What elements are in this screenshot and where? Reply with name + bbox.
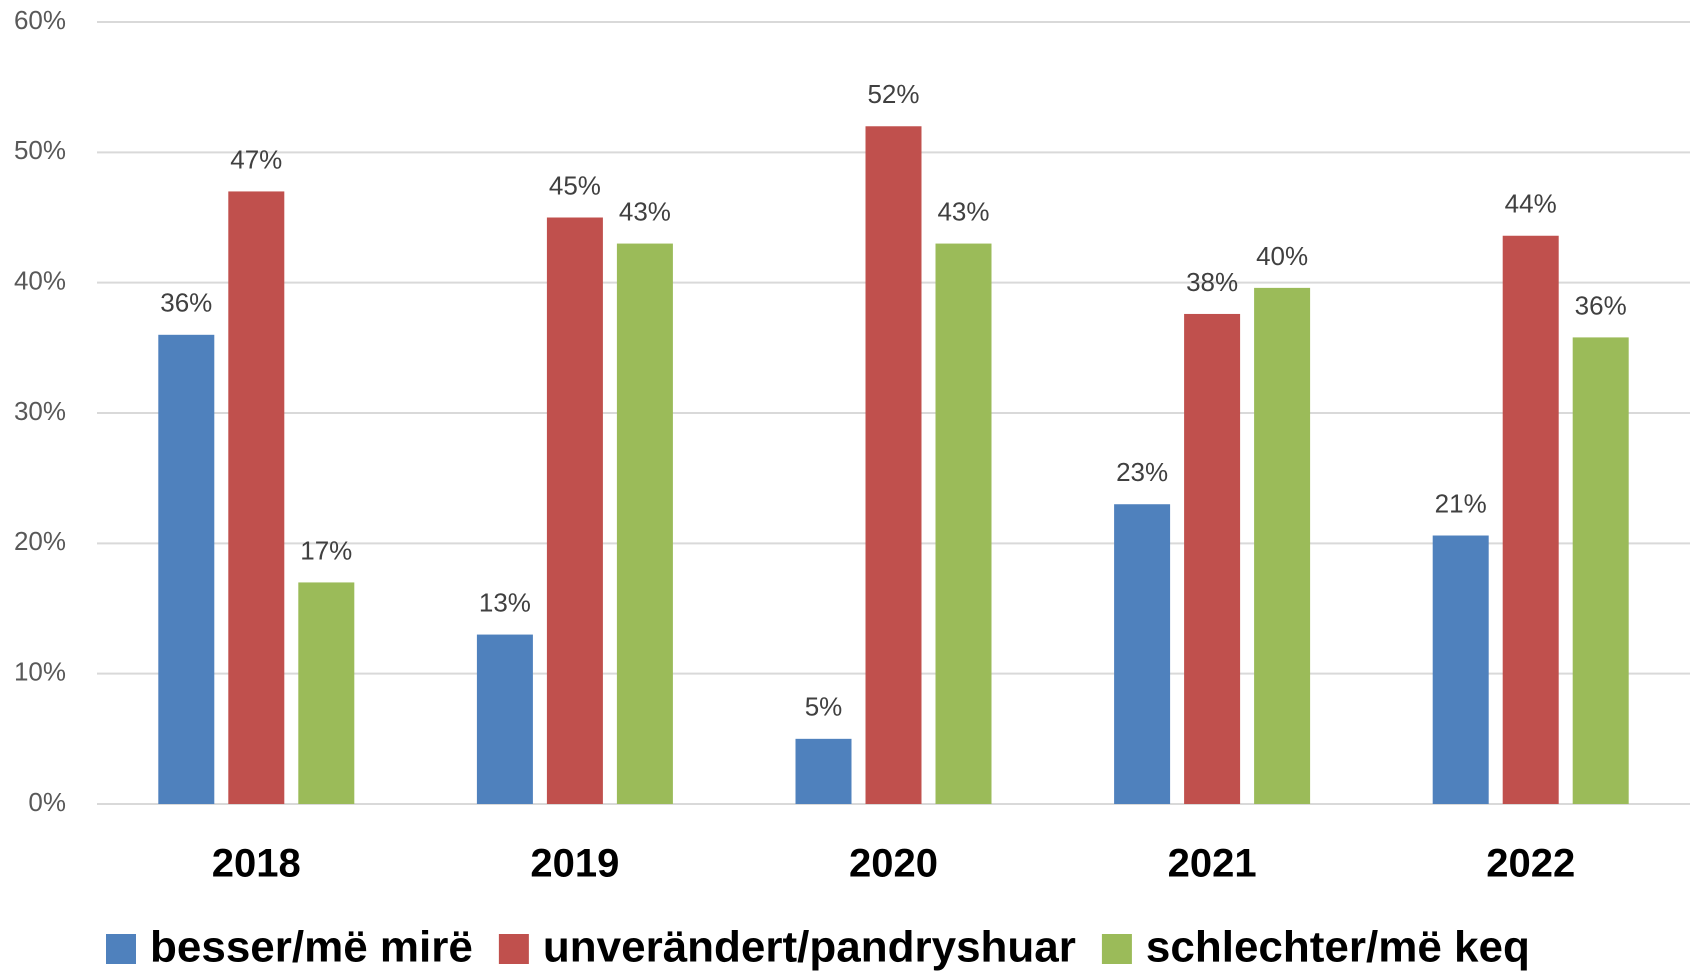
data-label: 13%: [479, 587, 531, 617]
legend-label: unverändert/pandryshuar: [543, 923, 1076, 972]
bar: [298, 582, 355, 804]
bar: [935, 243, 992, 805]
bar: [546, 217, 603, 804]
bar: [616, 243, 673, 805]
bar: [1572, 337, 1629, 804]
y-tick-label: 50%: [14, 135, 66, 165]
data-label: 36%: [1575, 290, 1627, 320]
x-tick-label: 2021: [1168, 842, 1257, 886]
x-tick-label: 2019: [530, 842, 619, 886]
data-label: 21%: [1435, 488, 1487, 518]
data-label: 40%: [1256, 241, 1308, 271]
y-tick-label: 40%: [14, 266, 66, 296]
y-tick-label: 20%: [14, 526, 66, 556]
y-tick-label: 60%: [14, 5, 66, 35]
x-tick-label: 2020: [849, 842, 938, 886]
data-label: 38%: [1186, 267, 1238, 297]
bar: [476, 634, 533, 804]
data-label: 17%: [300, 535, 352, 565]
y-tick-label: 10%: [14, 657, 66, 687]
x-tick-label: 2018: [212, 842, 301, 886]
bar: [865, 126, 922, 805]
x-tick-label: 2022: [1486, 842, 1575, 886]
data-label: 52%: [867, 79, 919, 109]
bar: [1184, 313, 1241, 804]
bar: [1254, 287, 1311, 804]
bar: [1114, 504, 1171, 804]
bar: [1432, 535, 1489, 804]
data-label: 43%: [619, 196, 671, 226]
data-label: 5%: [805, 692, 843, 722]
data-label: 44%: [1505, 189, 1557, 219]
bar: [1502, 235, 1559, 804]
data-label: 36%: [160, 288, 212, 318]
y-tick-label: 30%: [14, 396, 66, 426]
bar: [158, 334, 215, 804]
legend-swatch: [1101, 934, 1132, 964]
y-tick-label: 0%: [28, 787, 66, 817]
legend-swatch: [498, 934, 529, 964]
data-label: 45%: [549, 170, 601, 200]
data-label: 43%: [937, 196, 989, 226]
data-label: 23%: [1116, 457, 1168, 487]
legend-label: schlechter/më keq: [1146, 923, 1530, 972]
legend-swatch: [106, 934, 136, 964]
legend-label: besser/më mirë: [150, 923, 473, 972]
data-label: 47%: [230, 144, 282, 174]
bar: [228, 191, 285, 804]
bar: [795, 738, 852, 804]
